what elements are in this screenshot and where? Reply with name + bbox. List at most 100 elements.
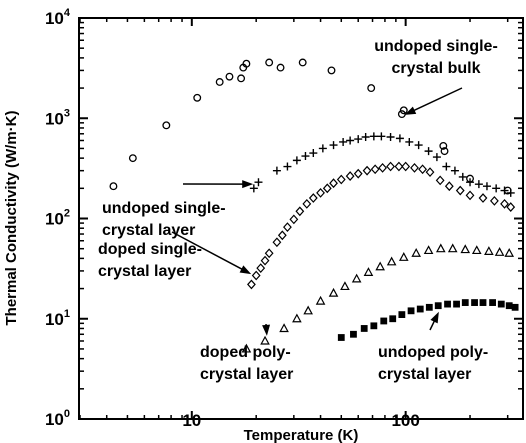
circle-marker xyxy=(215,78,224,86)
circle-marker xyxy=(440,147,449,156)
plus-marker xyxy=(458,172,467,181)
circle-marker xyxy=(162,121,171,130)
plus-marker xyxy=(346,136,355,145)
x-tick-label: 100 xyxy=(391,411,419,430)
triangle-marker xyxy=(411,248,421,257)
plus-marker xyxy=(309,149,318,158)
circle-marker xyxy=(399,106,408,115)
triangle-marker xyxy=(241,343,252,353)
triangle-marker xyxy=(398,252,409,261)
square-marker xyxy=(389,315,397,323)
square-marker xyxy=(453,300,460,308)
diamond-marker xyxy=(316,188,325,198)
plus-marker xyxy=(395,134,404,143)
diamond-marker xyxy=(289,214,299,225)
diamond-marker xyxy=(251,270,261,281)
x-tick-labels: 10 100 xyxy=(182,411,419,430)
circle-marker xyxy=(327,66,336,75)
plus-marker xyxy=(506,188,515,197)
data-markers xyxy=(109,58,519,353)
circle-marker xyxy=(265,58,274,67)
triangle-marker xyxy=(292,313,302,323)
square-marker xyxy=(360,325,368,332)
annotation-arrow xyxy=(171,231,245,272)
square-marker xyxy=(471,299,478,306)
triangle-marker xyxy=(351,273,362,283)
triangle-marker xyxy=(386,256,397,266)
triangle-marker xyxy=(260,335,270,345)
square-marker xyxy=(497,300,505,308)
diamond-marker xyxy=(353,168,363,179)
square-marker xyxy=(380,317,388,325)
triangle-marker xyxy=(303,305,313,315)
diamond-marker xyxy=(362,165,372,176)
circle-marker xyxy=(276,63,285,72)
y-axis-title: Thermal Conductivity (W/m·K) xyxy=(3,110,20,325)
annotation-arrowhead xyxy=(262,324,271,336)
square-marker xyxy=(511,303,519,311)
annotation-label: doped poly-crystal layer xyxy=(200,344,293,383)
plus-marker xyxy=(450,166,459,175)
square-marker xyxy=(461,299,469,306)
x-tick-label: 10 xyxy=(182,411,201,430)
triangle-marker xyxy=(375,261,385,271)
triangle-marker xyxy=(340,281,350,291)
circle-marker xyxy=(242,59,251,68)
diamond-marker xyxy=(302,198,312,209)
square-marker xyxy=(425,303,433,311)
triangle-marker xyxy=(363,267,374,276)
diamond-marker xyxy=(386,161,395,172)
circle-marker xyxy=(128,154,137,163)
diamond-marker xyxy=(256,263,266,274)
plus-marker xyxy=(474,180,483,189)
circle-marker xyxy=(367,84,376,93)
diamond-marker xyxy=(478,193,488,203)
plus-marker xyxy=(283,162,292,171)
y-tick-label: 102 xyxy=(45,208,70,229)
annotations: undoped single-crystal bulk undoped singl… xyxy=(98,38,498,383)
triangle-marker xyxy=(279,323,289,333)
plus-marker xyxy=(386,133,395,142)
diamond-marker xyxy=(247,279,256,290)
diamond-marker xyxy=(264,248,274,259)
diamond-marker xyxy=(410,162,419,173)
y-tick-label: 104 xyxy=(45,7,71,28)
square-marker xyxy=(479,299,487,306)
diamond-marker xyxy=(500,198,509,209)
annotation-label: undoped poly-crystal layer xyxy=(378,344,488,383)
annotation-arrowhead xyxy=(430,311,439,324)
triangle-marker xyxy=(423,245,434,255)
circle-marker xyxy=(225,72,234,81)
annotation-label: doped single-crystal layer xyxy=(98,241,202,280)
plus-marker xyxy=(377,132,386,141)
circle-marker xyxy=(237,74,246,83)
square-marker xyxy=(416,305,424,313)
plus-marker xyxy=(354,135,363,144)
circle-marker xyxy=(298,58,307,67)
diamond-marker xyxy=(283,222,292,233)
triangle-marker xyxy=(504,248,515,257)
annotation-label: undoped single-crystal bulk xyxy=(374,38,498,77)
diamond-marker xyxy=(435,175,445,186)
plus-marker xyxy=(414,141,423,150)
triangle-marker xyxy=(315,295,326,305)
square-marker xyxy=(407,307,415,315)
diamond-marker xyxy=(425,167,435,178)
plus-marker xyxy=(254,178,263,187)
triangle-marker xyxy=(328,287,339,297)
diamond-marker xyxy=(378,162,387,173)
diamond-marker xyxy=(329,178,338,189)
diamond-marker xyxy=(272,237,282,248)
diamond-marker xyxy=(465,190,475,201)
annotation-arrowhead xyxy=(239,265,252,275)
triangle-marker xyxy=(460,244,471,254)
plus-marker xyxy=(329,141,338,150)
circle-marker xyxy=(109,182,118,191)
diamond-marker xyxy=(260,255,270,266)
annotation-arrowhead xyxy=(242,180,254,189)
triangle-marker xyxy=(494,247,505,256)
diamond-marker xyxy=(489,195,499,206)
annotation-label: undoped single-crystal layer xyxy=(102,200,226,239)
plus-marker xyxy=(318,144,327,153)
